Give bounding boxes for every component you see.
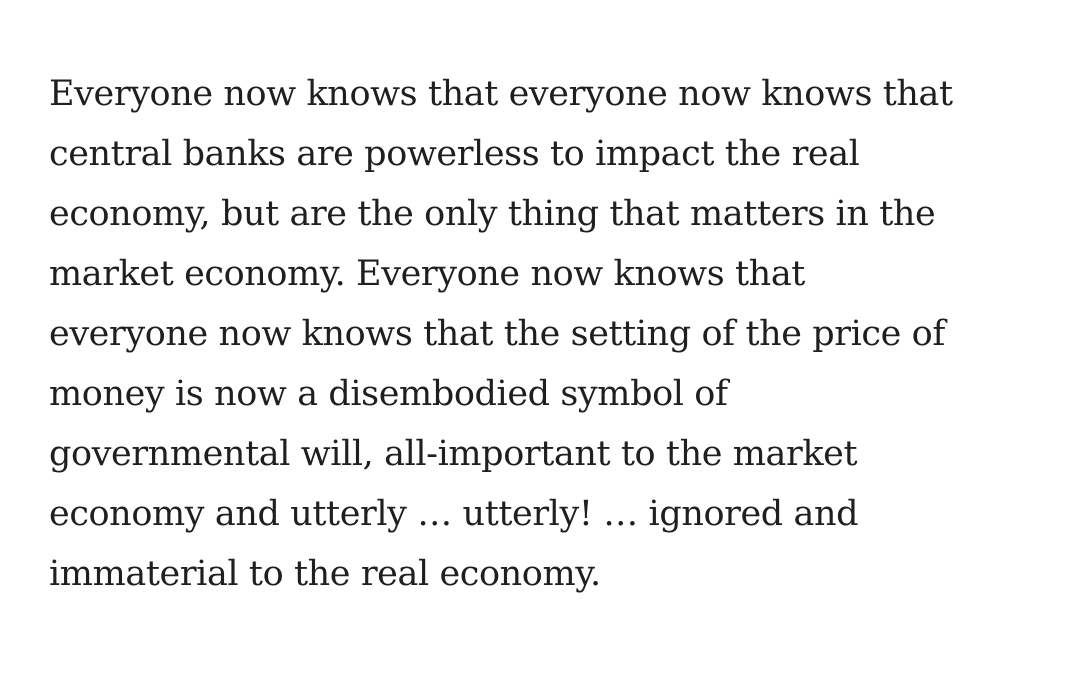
paragraph-line: economy and utterly … utterly! … ignored… — [49, 494, 859, 534]
paragraph-line: money is now a disembodied symbol of — [49, 374, 728, 414]
paragraph-line: immaterial to the real economy. — [49, 554, 601, 594]
paragraph-line: economy, but are the only thing that mat… — [49, 194, 936, 234]
paragraph-line: central banks are powerless to impact th… — [49, 134, 860, 174]
article-body: Everyone now knows that everyone now kno… — [49, 64, 1039, 604]
article-paragraph: Everyone now knows that everyone now kno… — [49, 64, 1039, 604]
paragraph-line: market economy. Everyone now knows that — [49, 254, 805, 294]
paragraph-line: Everyone now knows that everyone now kno… — [49, 74, 953, 114]
paragraph-line: everyone now knows that the setting of t… — [49, 314, 945, 354]
paragraph-line: governmental will, all-important to the … — [49, 434, 858, 474]
